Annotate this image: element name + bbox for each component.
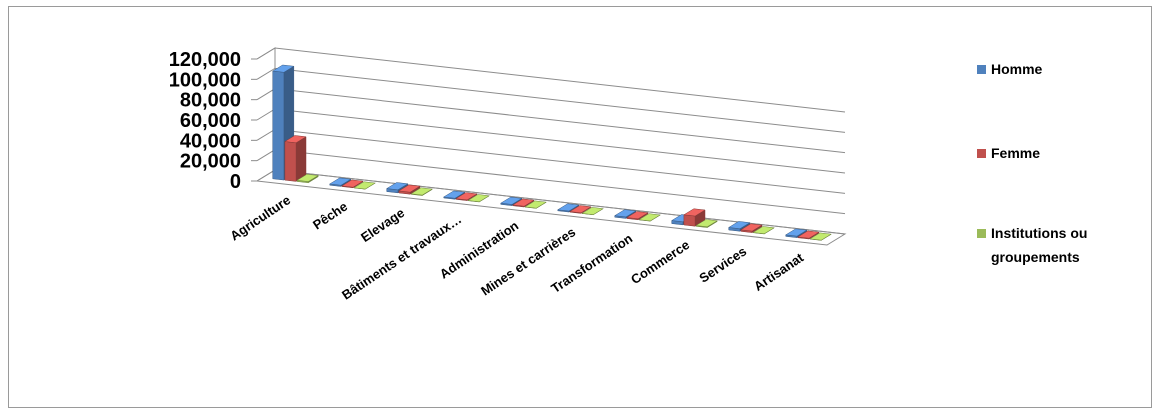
bar-institutions-ou-groupements-4 (524, 200, 547, 209)
bar-institutions-ou-groupements-2 (410, 187, 433, 197)
x-tick-label: Bâtiments et travaux… (339, 211, 464, 302)
y-tick-label: 100,000 (169, 69, 241, 91)
gridline (256, 67, 846, 133)
legend-label: Institutions ou (991, 225, 1087, 241)
bar-institutions-ou-groupements-8 (752, 226, 775, 235)
legend-item: Institutions ou groupements (977, 225, 1087, 265)
chart-walls (255, 47, 847, 246)
bar-institutions-ou-groupements-7 (695, 219, 718, 229)
bar-institutions-ou-groupements-5 (581, 207, 604, 216)
x-tick-label: Services (696, 243, 749, 285)
bar-femme-3 (455, 192, 478, 202)
bar-femme-5 (569, 205, 592, 214)
bar-femme-9 (797, 230, 820, 240)
x-tick-label: Commerce (628, 237, 692, 287)
bar-femme-1 (341, 179, 364, 189)
x-tick-label: Artisanat (751, 249, 807, 293)
y-tick-label: 20,000 (180, 151, 241, 173)
y-tick-label: 60,000 (180, 110, 241, 132)
chart-frame: 0 20,000 40,000 60,000 80,000 100,000 120,000 … (8, 6, 1152, 408)
bar-femme-0 (284, 135, 307, 182)
legend-swatch (977, 65, 986, 74)
bar-homme-3 (442, 190, 466, 200)
legend-label: Homme (991, 61, 1043, 77)
legend-swatch (977, 149, 986, 158)
gridline (256, 47, 846, 113)
y-tick-label: 0 (230, 171, 241, 193)
legend-item: Femme (977, 145, 1040, 161)
bar-institutions-ou-groupements-9 (809, 232, 832, 241)
x-tick-label: Pêche (310, 199, 350, 233)
bar-institutions-ou-groupements-1 (353, 181, 376, 190)
bar-homme-8 (727, 221, 751, 232)
bar-femme-6 (626, 211, 649, 221)
bar-femme-7 (683, 208, 706, 227)
legend-label: groupements (991, 249, 1080, 265)
legend: Homme Femme Institutions ou groupements (977, 61, 1087, 265)
bar-institutions-ou-groupements-3 (467, 194, 490, 203)
bar-chart: 020,00040,00060,00080,000100,000120,000 … (169, 47, 1087, 303)
bar-institutions-ou-groupements-6 (638, 213, 661, 222)
bar-femme-4 (512, 198, 535, 208)
legend-swatch (977, 229, 986, 238)
legend-label: Femme (991, 145, 1040, 161)
bar-homme-1 (328, 177, 352, 187)
legend-item: Homme (977, 61, 1043, 77)
bar-femme-8 (740, 223, 763, 234)
x-tick-label: Agriculture (227, 192, 293, 243)
bars (271, 64, 832, 241)
y-tick-label: 80,000 (180, 90, 241, 112)
bar-institutions-ou-groupements-0 (296, 173, 319, 184)
bar-femme-2 (398, 184, 421, 195)
y-tick-label: 120,000 (169, 49, 241, 71)
y-tick-label: 40,000 (180, 130, 241, 152)
x-tick-label: Elevage (358, 205, 407, 245)
